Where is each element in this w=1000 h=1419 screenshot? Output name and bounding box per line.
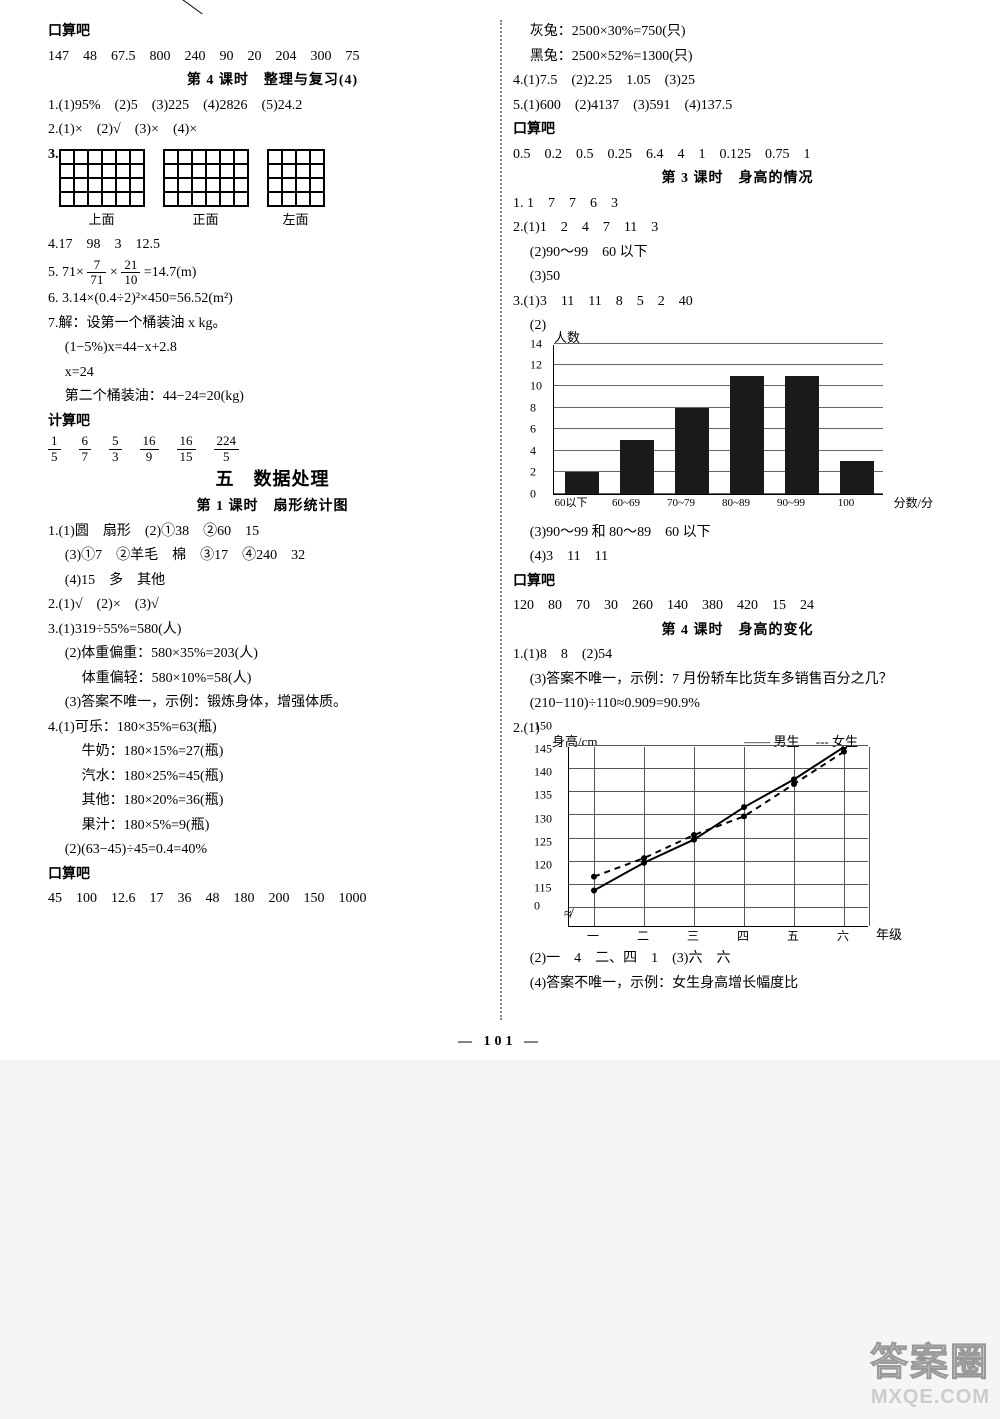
q1: 1.(1)95% (2)5 (3)225 (4)2826 (5)24.2 xyxy=(48,94,497,119)
l3-3b: (2) xyxy=(513,314,962,339)
q4: 4.17 98 3 12.5 xyxy=(48,233,497,258)
s3-3: 体重偏轻：580×10%=58(人) xyxy=(48,667,497,692)
views-row: 上面正面左面 xyxy=(59,149,325,232)
q2: 2.(1)× (2)√ (3)× (4)× xyxy=(48,118,497,143)
kousuan-values: 45 100 12.6 17 36 48 180 200 150 1000 xyxy=(48,887,497,912)
lesson-title: 第 1 课时 扇形统计图 xyxy=(48,495,497,520)
s1-1: 1.(1)圆 扇形 (2)①38 ②60 15 xyxy=(48,520,497,545)
s1-3: (4)15 多 其他 xyxy=(48,569,497,594)
s3-1: 3.(1)319÷55%=580(人) xyxy=(48,618,497,643)
q7d: 第二个桶装油：44−24=20(kg) xyxy=(48,385,497,410)
line-xtitle: 年级 xyxy=(876,924,902,947)
jisuan-title: 计算吧 xyxy=(48,410,497,435)
kousuan-values: 0.5 0.2 0.5 0.25 6.4 4 1 0.125 0.75 1 xyxy=(513,143,962,168)
watermark-url: MXQE.COM xyxy=(870,1386,990,1409)
section-title: 五 数据处理 xyxy=(48,464,497,496)
page: 口算吧 147 48 67.5 800 240 90 20 204 300 75… xyxy=(0,0,1000,1060)
watermark-cn: 答案圈 xyxy=(870,1331,990,1386)
left-column: 口算吧 147 48 67.5 800 240 90 20 204 300 75… xyxy=(40,20,505,1050)
l4-2c: (4)答案不唯一，示例：女生身高增长幅度比 xyxy=(513,972,962,997)
r4: 4.(1)7.5 (2)2.25 1.05 (3)25 xyxy=(513,69,962,94)
kousuan-title: 口算吧 xyxy=(48,863,497,888)
watermark: 答案圈 MXQE.COM xyxy=(870,1331,990,1409)
bar-chart: 人数 分数/分 0246810121460以下60~6970~7980~8990… xyxy=(553,345,883,495)
s4-5: 果汁：180×5%=9(瓶) xyxy=(48,814,497,839)
line-chart: 身高/cm —— 男生 --- 女生 年级 115120125130135140… xyxy=(568,747,868,947)
q6: 6. 3.14×(0.4÷2)²×450=56.52(m²) xyxy=(48,287,497,312)
l4-1a: 1.(1)8 8 (2)54 xyxy=(513,643,962,668)
s4-2: 牛奶：180×15%=27(瓶) xyxy=(48,740,497,765)
kousuan-title: 口算吧 xyxy=(513,570,962,595)
s2: 2.(1)√ (2)× (3)√ xyxy=(48,593,497,618)
r5: 5.(1)600 (2)4137 (3)591 (4)137.5 xyxy=(513,94,962,119)
s4-1: 4.(1)可乐：180×35%=63(瓶) xyxy=(48,716,497,741)
lesson-title: 第 4 课时 身高的变化 xyxy=(513,619,962,644)
decorative-slash xyxy=(137,0,202,14)
q5-post: =14.7(m) xyxy=(144,265,197,280)
l3-2c: (3)50 xyxy=(513,265,962,290)
kousuan-values: 120 80 70 30 260 140 380 420 15 24 xyxy=(513,594,962,619)
kousuan-values: 147 48 67.5 800 240 90 20 204 300 75 xyxy=(48,45,497,70)
q7a: 7.解：设第一个桶装油 x kg。 xyxy=(48,312,497,337)
kousuan-title: 口算吧 xyxy=(48,20,497,45)
times: × xyxy=(110,265,118,280)
s3-4: (3)答案不唯一，示例：锻炼身体，增强体质。 xyxy=(48,691,497,716)
q5-pre: 5. 71× xyxy=(48,265,84,280)
lesson-title: 第 3 课时 身高的情况 xyxy=(513,167,962,192)
s4-6: (2)(63−45)÷45=0.4=40% xyxy=(48,838,497,863)
l3-3d: (4)3 11 11 xyxy=(513,545,962,570)
s4-4: 其他：180×20%=36(瓶) xyxy=(48,789,497,814)
l3-3a: 3.(1)3 11 11 8 5 2 40 xyxy=(513,290,962,315)
l4-1b: (3)答案不唯一，示例：7 月份轿车比货车多销售百分之几？ xyxy=(513,668,962,693)
s4-3: 汽水：180×25%=45(瓶) xyxy=(48,765,497,790)
l3-2b: (2)90～99 60 以下 xyxy=(513,241,962,266)
s1-2: (3)①7 ②羊毛 棉 ③17 ④240 32 xyxy=(48,544,497,569)
fraction: 2110 xyxy=(121,258,140,288)
right-column: 灰兔：2500×30%=750(只) 黑兔：2500×52%=1300(只) 4… xyxy=(505,20,970,1050)
q5: 5. 71× 771 × 2110 =14.7(m) xyxy=(48,258,497,288)
q7b: (1−5%)x=44−x+2.8 xyxy=(48,336,497,361)
l3-3c: (3)90～99 和 80～89 60 以下 xyxy=(513,521,962,546)
r0a: 灰兔：2500×30%=750(只) xyxy=(513,20,962,45)
kousuan-title: 口算吧 xyxy=(513,118,962,143)
l3-2a: 2.(1)1 2 4 7 11 3 xyxy=(513,216,962,241)
lesson-title: 第 4 课时 整理与复习(4) xyxy=(48,69,497,94)
q3-label: 3. xyxy=(48,143,59,168)
l3-1: 1. 1 7 7 6 3 xyxy=(513,192,962,217)
l4-2b: (2)一 4 二、四 1 (3)六 六 xyxy=(513,947,962,972)
fraction: 771 xyxy=(87,258,106,288)
l4-1c: (210−110)÷110≈0.909=90.9% xyxy=(513,692,962,717)
s3-2: (2)体重偏重：580×35%=203(人) xyxy=(48,642,497,667)
column-divider xyxy=(500,20,502,1020)
r0b: 黑兔：2500×52%=1300(只) xyxy=(513,45,962,70)
bar-ytitle: 人数 xyxy=(554,327,580,350)
fraction-row: 15675316916152245 xyxy=(48,434,497,464)
bar-xtitle: 分数/分 xyxy=(894,493,933,514)
q7c: x=24 xyxy=(48,361,497,386)
page-number: — 101 — xyxy=(0,1034,1000,1050)
